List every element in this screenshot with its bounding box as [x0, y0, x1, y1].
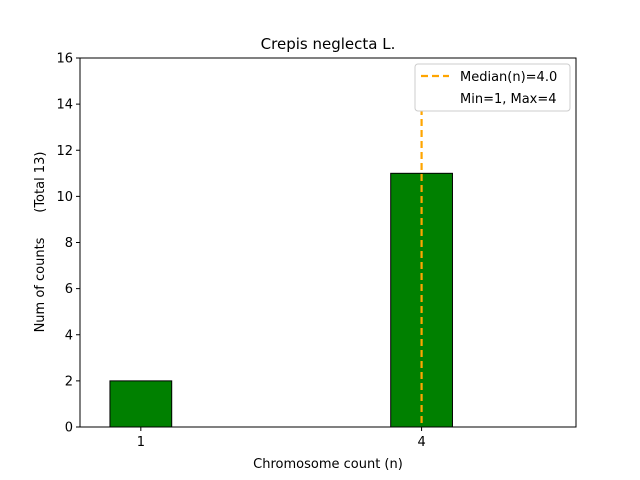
chart-title: Crepis neglecta L.: [261, 35, 396, 53]
legend: Median(n)=4.0 Min=1, Max=4: [414, 63, 571, 112]
legend-box: [414, 63, 571, 112]
y-tick-label: 10: [56, 190, 73, 205]
legend-entry-minmax: Min=1, Max=4: [460, 92, 557, 107]
y-axis-label: Num of counts (Total 13): [33, 152, 48, 333]
legend-entry-median: Median(n)=4.0: [460, 70, 557, 85]
x-tick-label: 4: [417, 435, 425, 450]
x-axis-label: Chromosome count (n): [253, 457, 403, 472]
plot-frame: [79, 57, 577, 428]
y-tick-label: 8: [65, 236, 73, 251]
y-tick-label: 4: [65, 328, 73, 343]
y-tick-label: 6: [65, 282, 73, 297]
x-tick-label: 1: [137, 435, 145, 450]
y-tick-label: 14: [56, 98, 73, 113]
bar-1: [109, 380, 173, 428]
y-tick-label: 12: [56, 144, 73, 159]
y-tick-label: 0: [65, 421, 73, 436]
y-tick-label: 16: [56, 52, 73, 67]
y-tick-label: 2: [65, 374, 73, 389]
